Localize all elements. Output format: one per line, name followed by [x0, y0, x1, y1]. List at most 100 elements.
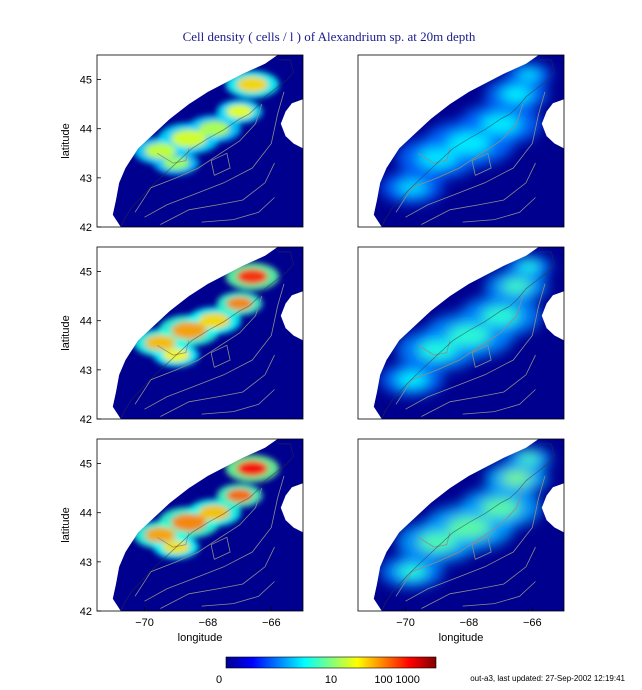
depth-contour	[421, 354, 536, 417]
colorbar-tick-label: 0	[216, 674, 222, 686]
density-core	[198, 504, 230, 521]
panel-6: August 1998: model −70 −68 −66 longitude	[357, 438, 565, 644]
x-axis-label: longitude	[439, 632, 484, 644]
density-contour	[120, 59, 294, 227]
density-field	[133, 454, 279, 559]
density-contour	[120, 251, 294, 419]
y-tick-label: 45	[80, 267, 92, 279]
density-core	[144, 335, 176, 351]
panel-4: July 1998: model	[357, 246, 565, 420]
y-tick-label: 43	[80, 557, 92, 569]
depth-contour	[417, 148, 451, 164]
density-core	[171, 129, 207, 148]
depth-contour	[144, 91, 285, 218]
colorbar-tick-label: 100	[374, 674, 392, 686]
density-core	[518, 453, 541, 465]
panel-field	[97, 247, 303, 419]
density-core	[500, 86, 532, 103]
nova-scotia-land	[541, 291, 564, 341]
density-core	[518, 69, 541, 81]
density-core	[171, 321, 207, 340]
land-mass	[358, 439, 539, 611]
x-tick-label: −66	[262, 617, 281, 629]
density-core	[198, 120, 230, 137]
y-tick-label: 42	[80, 414, 92, 426]
y-tick-label: 45	[80, 75, 92, 87]
depth-contour	[471, 344, 492, 368]
depth-contour	[405, 475, 546, 602]
density-core	[226, 296, 253, 311]
footer-note: out-a3, last updated: 27-Sep-2002 12:19:…	[470, 674, 625, 683]
x-tick-label: −68	[460, 617, 479, 629]
colorbar-tick-label: 10	[325, 674, 337, 686]
y-tick-label: 45	[80, 459, 92, 471]
x-tick-label: −70	[135, 617, 154, 629]
panel-field	[358, 55, 564, 227]
y-tick-label: 43	[80, 365, 92, 377]
panel-1: June 1998: data 42 43 44 45 latitude	[60, 54, 304, 234]
depth-contour	[395, 295, 524, 405]
density-core	[446, 516, 492, 539]
depth-contour	[210, 536, 231, 560]
colorbar-tick-label: 1000	[395, 674, 419, 686]
panel-title: July 1998: data	[105, 256, 184, 268]
y-tick-label: 43	[80, 173, 92, 185]
land-mass	[97, 439, 278, 611]
x-axis-label: longitude	[178, 632, 223, 644]
nova-scotia-land	[280, 99, 303, 149]
depth-contour	[405, 91, 546, 218]
nova-scotia-land	[541, 99, 564, 149]
panel-frame	[96, 438, 304, 612]
depth-contour	[156, 148, 190, 164]
y-tick-label: 44	[80, 508, 92, 520]
depth-contour	[134, 295, 263, 405]
panel-title: August 1998: model	[366, 448, 468, 460]
depth-contour	[160, 354, 275, 417]
depth-contour	[134, 487, 263, 597]
y-tick-label: 44	[80, 316, 92, 328]
depth-contour	[405, 283, 546, 410]
panel-frame	[357, 246, 565, 420]
density-core	[500, 470, 532, 487]
panel-frame	[96, 54, 304, 228]
y-tick-label: 42	[80, 222, 92, 234]
nova-scotia-land	[280, 483, 303, 533]
panel-title: July 1998: model	[366, 256, 453, 268]
density-core	[480, 497, 521, 518]
density-core	[480, 305, 521, 326]
density-core	[480, 113, 521, 134]
density-core	[236, 76, 268, 93]
density-core	[446, 324, 492, 347]
panel-field	[97, 55, 303, 227]
y-axis-label: latitude	[60, 123, 72, 158]
land-mass	[358, 55, 539, 227]
depth-contour	[395, 103, 524, 213]
panel-frame	[96, 246, 304, 420]
depth-contour	[201, 581, 275, 607]
density-core	[236, 460, 268, 477]
density-core	[144, 143, 176, 159]
panel-frame	[357, 54, 565, 228]
colorbar-gradient	[225, 656, 437, 669]
density-core	[417, 532, 458, 553]
depth-contour	[417, 532, 451, 548]
x-tick-label: −70	[396, 617, 415, 629]
depth-contour	[156, 340, 190, 356]
panel-title: June 1998: model	[366, 64, 457, 76]
depth-contour	[160, 546, 275, 609]
depth-contour	[421, 546, 536, 609]
land-mass	[97, 55, 278, 227]
density-contour	[120, 443, 294, 611]
panel-3: July 1998: data 42 43 44 45 latitude	[60, 246, 304, 426]
depth-contour	[421, 162, 536, 225]
density-core	[417, 148, 458, 169]
density-core	[417, 340, 458, 361]
depth-contour	[156, 532, 190, 548]
depth-contour	[210, 344, 231, 368]
density-core	[226, 488, 253, 503]
figure-title: Cell density ( cells / l ) of Alexandriu…	[183, 29, 476, 44]
depth-contour	[462, 389, 536, 415]
density-field	[133, 262, 279, 367]
